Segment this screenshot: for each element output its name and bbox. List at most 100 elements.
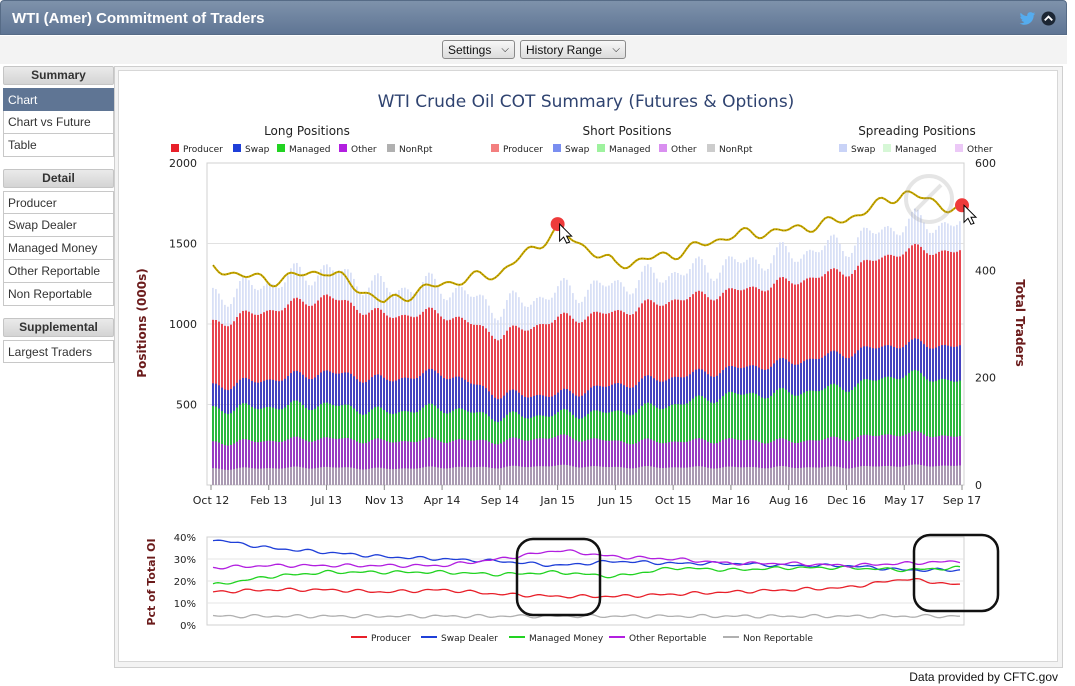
position-bar (605, 286, 607, 485)
position-bar (734, 259, 736, 485)
sidebar-item-managed-money[interactable]: Managed Money (3, 237, 114, 260)
pct-line-managed-money (212, 565, 961, 585)
position-bar (563, 278, 565, 485)
window-titlebar: WTI (Amer) Commitment of Traders (0, 0, 1067, 35)
position-bar (263, 285, 265, 485)
position-bar (890, 227, 892, 486)
position-bar (677, 272, 679, 485)
position-bar (530, 304, 532, 485)
x-tick-label: Jan 15 (539, 494, 574, 507)
svg-text:Producer: Producer (183, 145, 223, 155)
pct-line-other-reportable (212, 549, 961, 570)
position-bar (791, 258, 793, 485)
sidebar-item-chart-vs-future[interactable]: Chart vs Future (3, 111, 114, 134)
position-bar (305, 280, 307, 485)
position-bar (317, 275, 319, 485)
svg-text:Other: Other (671, 145, 697, 155)
position-bar (485, 299, 487, 485)
position-bar (941, 222, 943, 485)
marker-sep17 (955, 198, 978, 225)
position-bar (557, 286, 559, 485)
position-bar (476, 295, 478, 485)
sidebar-item-other-reportable[interactable]: Other Reportable (3, 260, 114, 283)
settings-dropdown[interactable]: Settings ⌵ (442, 40, 515, 59)
pct-legend-item-managed-money[interactable]: Managed Money (509, 634, 604, 644)
position-bar (770, 263, 772, 485)
pct-legend-item-other-reportable[interactable]: Other Reportable (609, 634, 707, 644)
position-bar (824, 245, 826, 485)
position-bar (329, 267, 331, 485)
sidebar-item-swap-dealer[interactable]: Swap Dealer (3, 214, 114, 237)
position-bar (383, 281, 385, 485)
legend-item-long-nonrpt[interactable]: NonRpt (387, 144, 433, 155)
position-bar (899, 235, 901, 485)
pct-legend-item-producer[interactable]: Producer (351, 634, 411, 644)
chart-svg[interactable]: WTI Crude Oil COT Summary (Futures & Opt… (119, 71, 1057, 661)
position-bar (803, 254, 805, 485)
position-bar (413, 293, 415, 485)
position-bar (719, 272, 721, 485)
legend-item-short-producer[interactable]: Producer (491, 144, 543, 155)
legend-item-long-other[interactable]: Other (339, 144, 377, 155)
legend-item-long-swap[interactable]: Swap (233, 144, 270, 155)
position-bar (524, 306, 526, 485)
position-bar (314, 281, 316, 485)
legend-item-spread-other[interactable]: Other (955, 144, 993, 155)
legend-item-spread-swap[interactable]: Swap (839, 144, 876, 155)
position-bar (584, 296, 586, 485)
position-bar (254, 288, 256, 485)
chart-container: WTI Crude Oil COT Summary (Futures & Opt… (118, 70, 1058, 662)
position-bar (578, 303, 580, 485)
legend-item-spread-managed[interactable]: Managed (883, 144, 936, 155)
position-bar (569, 285, 571, 485)
position-bar (815, 251, 817, 485)
pct-y-axis: 40% 30% 20% 10% 0% (174, 533, 196, 632)
legend-item-short-managed[interactable]: Managed (597, 144, 650, 155)
pct-legend-item-swap-dealer[interactable]: Swap Dealer (421, 634, 498, 644)
legend-item-long-producer[interactable]: Producer (171, 144, 223, 155)
legend-title-spreading: Spreading Positions (858, 124, 976, 138)
sidebar-item-largest-traders[interactable]: Largest Traders (3, 340, 114, 363)
position-bar (848, 256, 850, 485)
svg-text:Non Reportable: Non Reportable (743, 634, 813, 644)
legend-item-short-nonrpt[interactable]: NonRpt (707, 144, 753, 155)
position-bar (935, 229, 937, 485)
position-bar (536, 297, 538, 485)
position-bar (650, 267, 652, 485)
sidebar-item-producer[interactable]: Producer (3, 191, 114, 214)
legend-item-short-swap[interactable]: Swap (553, 144, 590, 155)
history-range-dropdown[interactable]: History Range ⌵ (520, 40, 626, 59)
position-bar (728, 256, 730, 485)
sidebar-item-chart[interactable]: Chart (3, 88, 114, 111)
sidebar-item-table[interactable]: Table (3, 134, 114, 157)
position-bar (404, 287, 406, 485)
position-bar (266, 283, 268, 485)
position-bar (716, 278, 718, 485)
cftc-link[interactable]: CFTC.gov (1003, 670, 1058, 684)
position-bar (653, 272, 655, 485)
position-bar (260, 288, 262, 485)
svg-text:Swap Dealer: Swap Dealer (441, 634, 498, 644)
position-bar (707, 272, 709, 485)
position-bar (872, 233, 874, 485)
data-credit: Data provided by CFTC.gov (909, 670, 1058, 684)
position-bar (281, 286, 283, 485)
sidebar-item-non-reportable[interactable]: Non Reportable (3, 283, 114, 306)
position-bar (794, 261, 796, 485)
position-bar (932, 232, 934, 485)
y-tick-label: 500 (176, 399, 197, 412)
pct-legend-item-non-reportable[interactable]: Non Reportable (723, 634, 813, 644)
position-bar (479, 294, 481, 485)
position-bar (419, 288, 421, 485)
position-bar (839, 243, 841, 485)
position-bar (944, 222, 946, 485)
position-bar (842, 251, 844, 485)
position-bar (950, 225, 952, 485)
position-bar (830, 235, 832, 485)
legend-item-long-managed[interactable]: Managed (277, 144, 330, 155)
position-bar (452, 292, 454, 485)
position-bar (857, 237, 859, 485)
collapse-icon[interactable] (1041, 11, 1056, 26)
twitter-icon[interactable] (1019, 10, 1036, 27)
legend-item-short-other[interactable]: Other (659, 144, 697, 155)
